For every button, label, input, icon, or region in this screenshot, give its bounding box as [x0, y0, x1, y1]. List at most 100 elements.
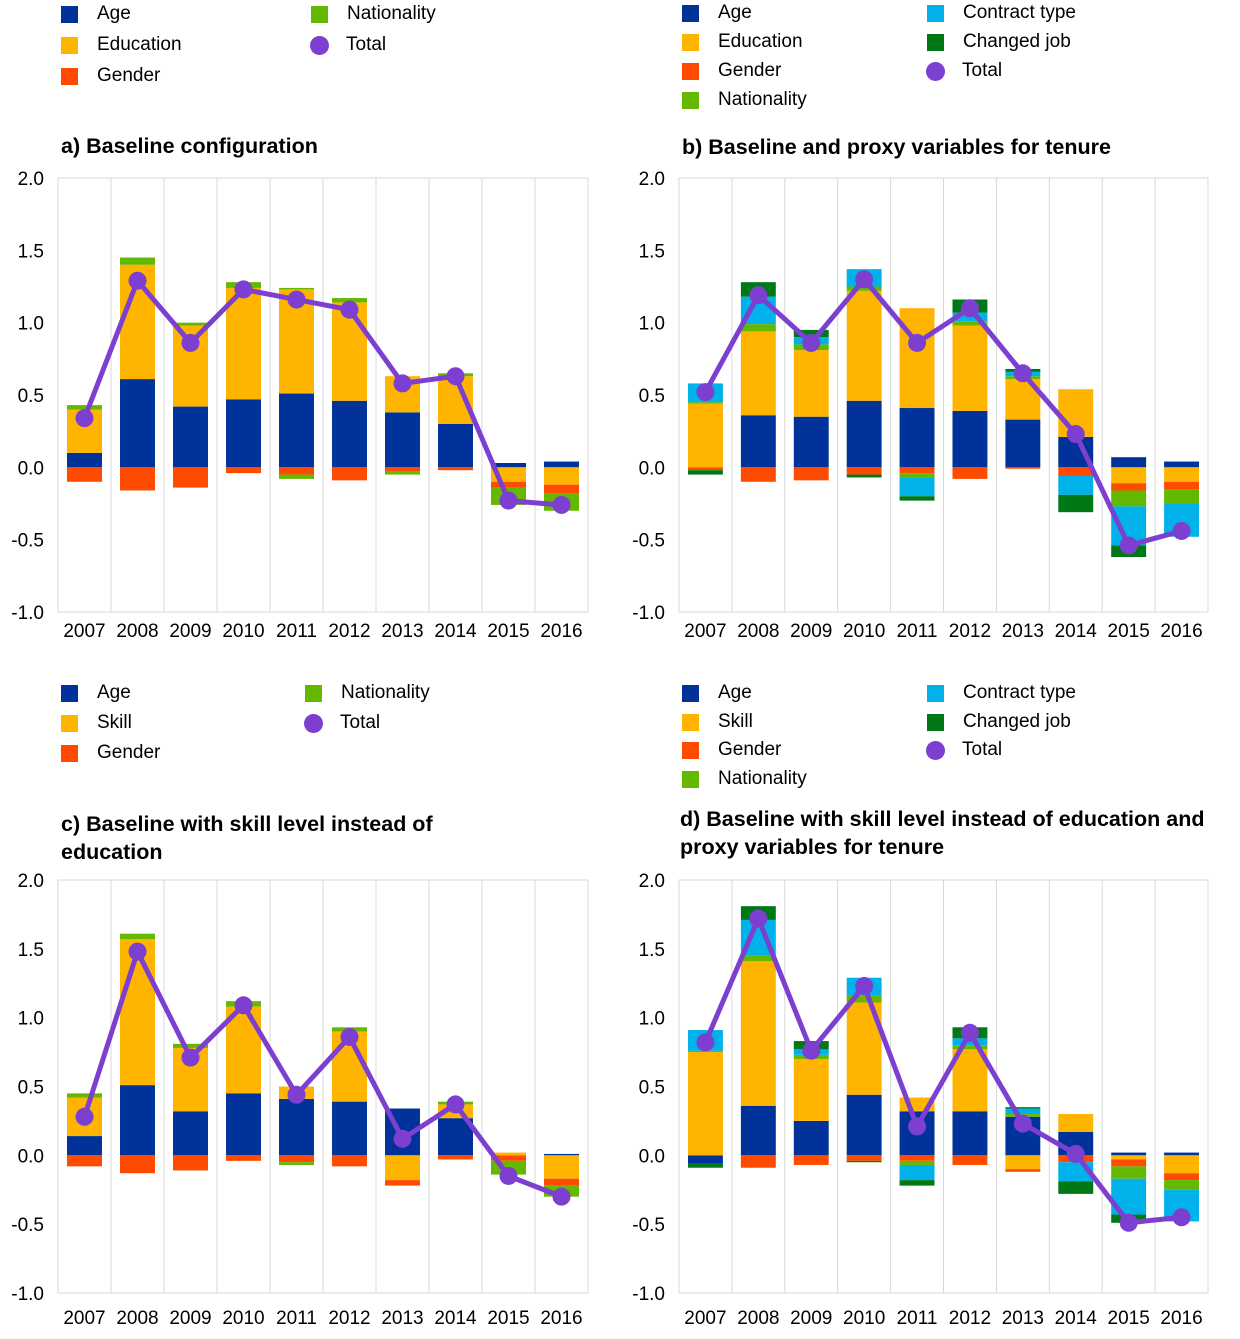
total-marker	[287, 290, 306, 309]
bar-segment-age	[846, 1094, 882, 1156]
total-marker	[181, 333, 200, 352]
bar-segment-age	[226, 1093, 261, 1156]
bar-segment-nationality	[952, 321, 988, 326]
legend-swatch	[927, 33, 944, 51]
x-tick-label: 2010	[843, 1308, 885, 1329]
x-tick-label: 2012	[328, 1308, 370, 1329]
x-tick-label: 2013	[1002, 621, 1044, 642]
x-tick-label: 2016	[540, 1308, 582, 1329]
bar-segment-gender	[173, 467, 208, 488]
bar-segment-age	[120, 379, 155, 468]
bar-segment-education	[793, 350, 829, 417]
y-tick-label: 0.5	[639, 386, 665, 407]
bar-segment-gender	[491, 1155, 526, 1161]
bar-segment-nationality	[173, 322, 208, 326]
legend-item-changed-job: Changed job	[927, 711, 1071, 733]
chart-title: a) Baseline configuration	[61, 134, 318, 158]
legend-swatch	[61, 744, 78, 762]
bar-segment-gender	[793, 467, 829, 481]
bar-segment-nationality	[899, 473, 935, 478]
y-tick-label: 0.0	[18, 1146, 44, 1167]
x-tick-label: 2011	[276, 621, 317, 642]
legend-item-age: Age	[682, 2, 752, 24]
bar-segment-gender	[385, 1180, 420, 1186]
total-marker	[75, 1107, 94, 1126]
bar-segment-skill	[1005, 1155, 1041, 1170]
bar-segment-nationality	[846, 286, 882, 291]
x-tick-label: 2007	[63, 621, 105, 642]
bar-segment-age	[793, 1120, 829, 1156]
legend-swatch	[682, 713, 699, 731]
bar-segment-age	[173, 1111, 208, 1156]
legend-item-age: Age	[61, 3, 131, 25]
x-tick-label: 2011	[897, 621, 938, 642]
bar-segment-education	[899, 308, 935, 409]
bar-segment-contract-type	[899, 477, 935, 497]
bar-segment-changed-job	[687, 1163, 723, 1168]
bar-segment-skill	[740, 961, 776, 1106]
y-tick-label: -0.5	[632, 1215, 665, 1236]
y-tick-label: 2.0	[18, 871, 44, 892]
bar-segment-changed-job	[846, 1160, 882, 1163]
chart-plot: 2.0 1.5 1.0 0.5 0.0 -0.5 -1.0 2007 2008 2009 2010 2…	[11, 871, 589, 1329]
x-tick-label: 2014	[434, 1308, 477, 1329]
bar-segment-gender	[226, 467, 261, 474]
x-tick-label: 2010	[222, 621, 264, 642]
bar-segment-nationality	[67, 1093, 102, 1098]
legend-swatch	[61, 684, 78, 702]
bar-segment-changed-job	[1058, 1181, 1094, 1194]
x-tick-label: 2010	[222, 1308, 264, 1329]
bar-segment-gender	[1111, 483, 1147, 491]
legend-swatch	[682, 62, 699, 80]
total-marker	[552, 1187, 571, 1206]
legend-item-total: Total	[304, 712, 380, 734]
legend-item-age: Age	[682, 682, 752, 704]
x-tick-label: 2015	[1108, 621, 1150, 642]
legend-marker	[926, 61, 945, 81]
bar-segment-age	[385, 412, 420, 468]
legend-item-gender: Gender	[682, 739, 781, 761]
x-tick-label: 2016	[1160, 1308, 1202, 1329]
y-tick-label: 0.0	[18, 458, 44, 479]
bar-segment-gender	[332, 467, 367, 481]
legend-swatch	[682, 770, 699, 788]
bar-segment-skill	[544, 1155, 579, 1179]
legend-item-nationality: Nationality	[311, 3, 436, 25]
bar-segment-gender	[846, 467, 882, 475]
total-marker	[234, 996, 253, 1015]
chart-panel-c: Age Skill Gender Nationality Total c) Ba…	[0, 670, 620, 1339]
total-marker	[393, 374, 412, 393]
bar-segment-age	[740, 1105, 776, 1156]
bar-segment-age	[173, 406, 208, 468]
total-marker	[340, 1027, 359, 1046]
x-tick-label: 2013	[1002, 1308, 1044, 1329]
legend-swatch	[682, 33, 699, 51]
bar-segment-nationality	[67, 405, 102, 410]
bar-segment-skill	[385, 1155, 420, 1181]
legend-swatch	[311, 5, 328, 23]
bar-segment-skill	[793, 1058, 829, 1121]
legend-item-age: Age	[61, 682, 131, 704]
x-tick-label: 2007	[63, 1308, 105, 1329]
y-tick-label: 1.5	[18, 940, 44, 961]
bar-segment-gender	[1164, 481, 1200, 490]
total-marker	[855, 270, 874, 289]
y-tick-label: 1.0	[639, 1009, 665, 1030]
bar-segment-education	[1111, 467, 1147, 484]
x-tick-label: 2015	[1108, 1308, 1150, 1329]
y-tick-label: -1.0	[632, 1284, 665, 1305]
total-marker	[446, 1095, 465, 1114]
legend-item-total: Total	[310, 34, 386, 56]
x-tick-label: 2015	[487, 621, 529, 642]
total-marker	[1119, 536, 1138, 555]
legend-item-education: Education	[61, 34, 182, 56]
bar-segment-gender	[120, 467, 155, 491]
x-tick-label: 2015	[487, 1308, 529, 1329]
bar-segment-age	[279, 1098, 314, 1156]
total-marker	[802, 1041, 821, 1060]
bar-segment-gender	[740, 1155, 776, 1168]
bar-segment-gender	[899, 1155, 935, 1161]
total-line	[703, 916, 1182, 1226]
bar-segment-age	[687, 1155, 723, 1164]
bar-segment-education	[952, 325, 988, 411]
